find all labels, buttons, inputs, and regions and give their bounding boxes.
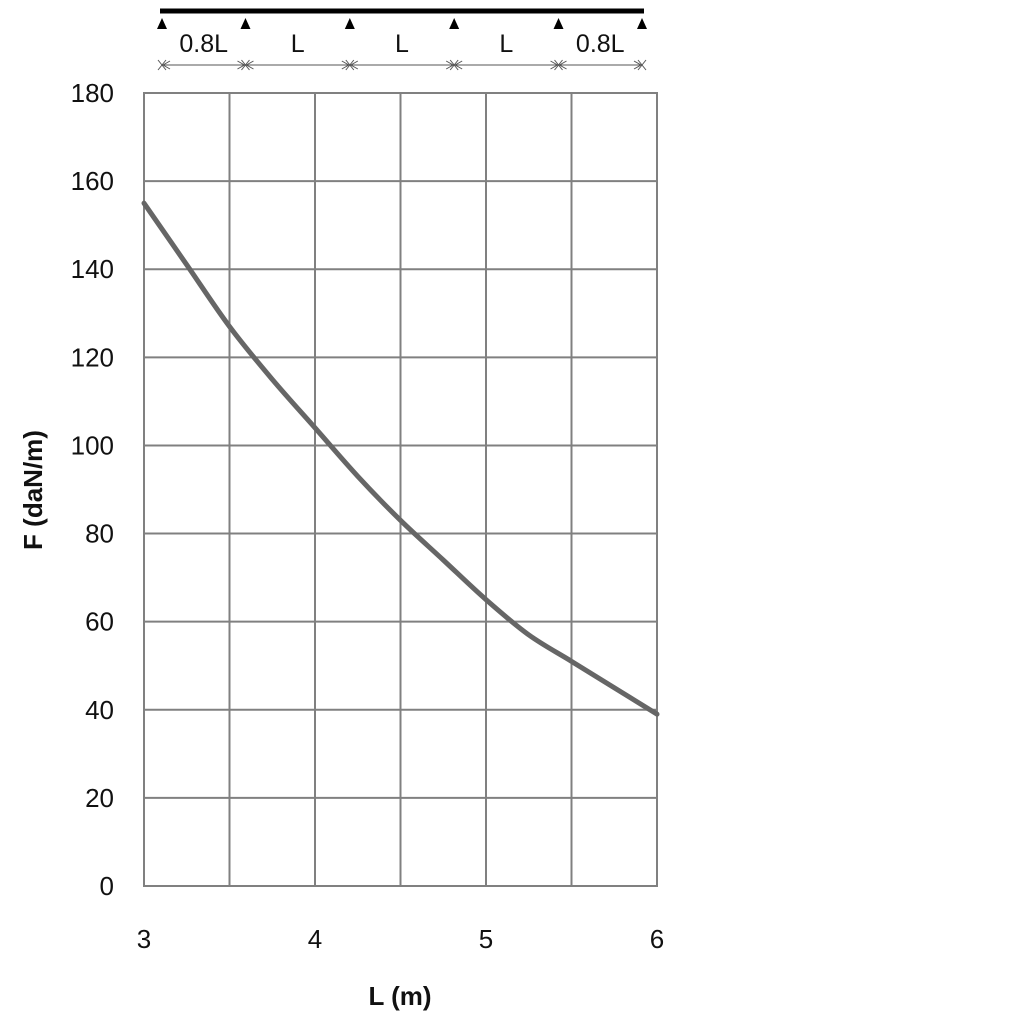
arrowhead-icon [341, 60, 350, 70]
plot-frame [143, 92, 658, 887]
triangle-support-icon [344, 18, 355, 29]
y-tick-label: 60 [85, 607, 114, 637]
y-tick-label: 80 [85, 519, 114, 549]
arrowhead-icon [161, 60, 171, 70]
span-label: L [291, 30, 305, 58]
span-dimensions: 0.8L L L L 0.8L [157, 30, 647, 71]
triangle-support-icon [157, 18, 167, 29]
arrowhead-icon [245, 60, 254, 70]
arrowhead-icon [445, 60, 455, 70]
beam-diagram: 0.8L L L L 0.8L [157, 8, 647, 71]
triangle-support-icon [449, 18, 460, 29]
arrowhead-icon [454, 60, 463, 70]
y-tick-label: 20 [85, 783, 114, 813]
y-tick-label: 180 [71, 78, 114, 108]
grid [143, 92, 658, 887]
span-label: 0.8L [576, 30, 625, 58]
span-label: 0.8L [179, 30, 228, 58]
arrowhead-icon [349, 60, 359, 70]
beam-supports [157, 18, 647, 29]
series [141, 200, 660, 717]
span-label: L [395, 30, 409, 58]
y-tick-label: 0 [100, 871, 114, 901]
arrowhead-icon [633, 60, 643, 70]
y-tick-label: 140 [71, 254, 114, 284]
span-label: L [499, 30, 513, 58]
y-axis-ticks: 0 20 40 60 80 100 120 140 160 180 [71, 78, 114, 901]
triangle-support-icon [637, 18, 647, 29]
triangle-support-icon [240, 18, 251, 29]
y-tick-label: 160 [71, 166, 114, 196]
triangle-support-icon [553, 18, 564, 29]
arrowhead-icon [558, 60, 567, 70]
y-axis-title: F (daN/m) [18, 430, 48, 550]
x-tick-label: 3 [137, 924, 151, 954]
x-tick-label: 4 [308, 924, 322, 954]
y-tick-label: 120 [71, 342, 114, 372]
y-tick-label: 40 [85, 695, 114, 725]
x-axis-ticks: 3 4 5 6 [137, 924, 664, 954]
series-line [141, 200, 660, 717]
arrowhead-icon [237, 60, 246, 70]
x-tick-label: 5 [479, 924, 493, 954]
x-axis-title: L (m) [368, 981, 431, 1011]
x-tick-label: 6 [650, 924, 664, 954]
arrowhead-icon [550, 60, 559, 70]
y-tick-label: 100 [71, 430, 114, 460]
